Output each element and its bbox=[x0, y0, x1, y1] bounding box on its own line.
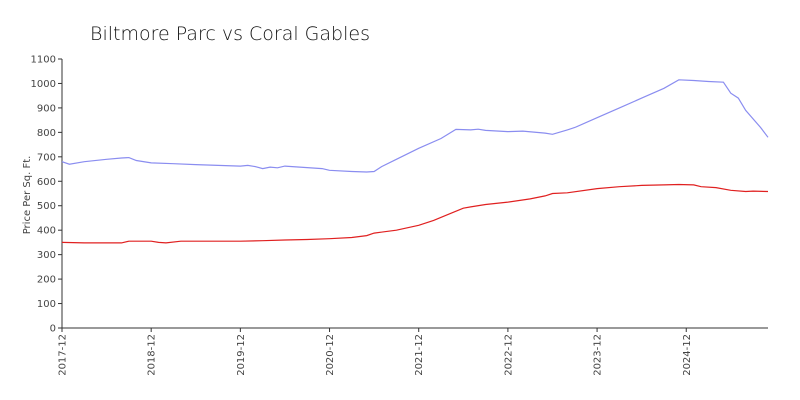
y-tick-label: 700 bbox=[37, 152, 56, 163]
y-tick-label: 600 bbox=[37, 177, 56, 188]
y-tick-label: 400 bbox=[37, 226, 56, 237]
series-group bbox=[61, 79, 769, 244]
y-axis-label: Price Per Sq. Ft. bbox=[22, 156, 33, 235]
x-tick-label: 2021-12 bbox=[414, 334, 425, 376]
x-tick-label: 2018-12 bbox=[147, 334, 158, 376]
y-tick-label: 0 bbox=[50, 324, 56, 335]
chart-title: Biltmore Parc vs Coral Gables bbox=[90, 23, 370, 45]
x-tick-label: 2023-12 bbox=[593, 334, 604, 376]
x-tick-label: 2020-12 bbox=[325, 334, 336, 376]
y-tick-label: 1100 bbox=[31, 55, 56, 66]
axes: 0 100 200 300 400 500 600 700 800 900 1000 1100 2017… bbox=[31, 55, 768, 376]
x-tick-label: 2017-12 bbox=[58, 334, 69, 376]
y-tick-label: 900 bbox=[37, 103, 56, 114]
y-tick-label: 500 bbox=[37, 201, 56, 212]
series-line-1 bbox=[61, 79, 769, 173]
y-tick-label: 800 bbox=[37, 128, 56, 139]
x-tick-label: 2019-12 bbox=[236, 334, 247, 376]
y-tick-label: 300 bbox=[37, 250, 56, 261]
series-line-2 bbox=[61, 183, 769, 244]
y-tick-label: 200 bbox=[37, 275, 56, 286]
y-tick-label: 100 bbox=[37, 299, 56, 310]
y-tick-label: 1000 bbox=[31, 79, 56, 90]
x-tick-label: 2024-12 bbox=[682, 334, 693, 376]
x-tick-label: 2022-12 bbox=[503, 334, 514, 376]
